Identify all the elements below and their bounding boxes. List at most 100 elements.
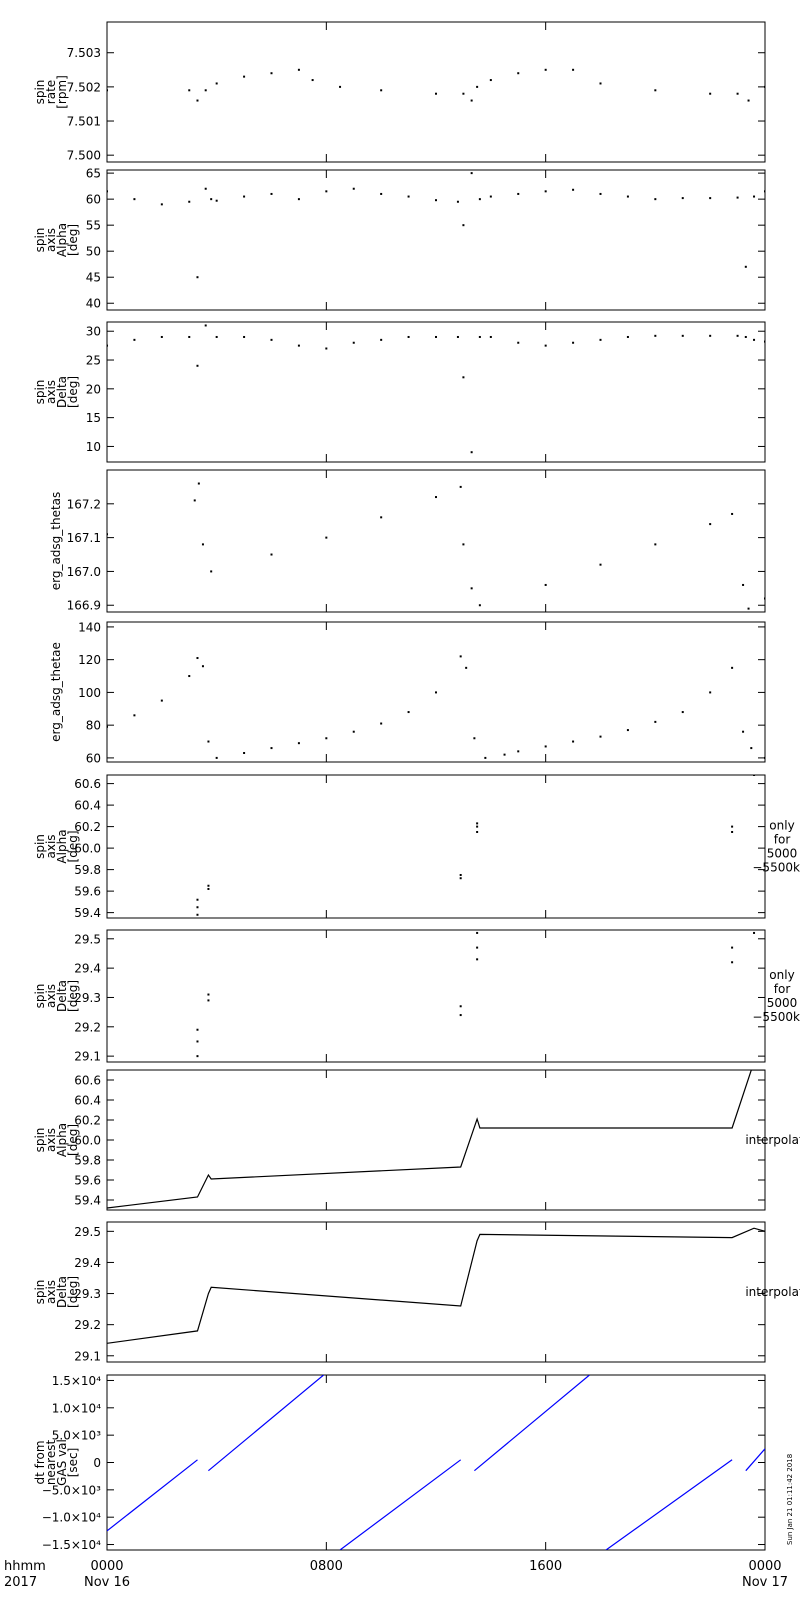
right-note-6-4: −5500km (752, 861, 800, 875)
y-axis-label-10-4: [sec] (66, 1448, 80, 1478)
data-point-5-1-25 (599, 735, 602, 738)
data-point-4-1-21 (764, 597, 765, 600)
data-point-1-1-20 (599, 82, 602, 85)
y-tick-label-3-4: 25 (86, 354, 101, 368)
panel-frame-9 (106, 1221, 766, 1363)
data-point-6-1-5 (207, 884, 210, 887)
data-point-1-1-14 (470, 99, 473, 102)
y-tick-label-6-6: 60.4 (74, 799, 101, 813)
data-point-6-1-13 (753, 775, 756, 776)
panel-frame-3 (106, 321, 766, 463)
y-axis-label-1-1: spin (33, 80, 47, 105)
data-point-1-1-5 (215, 82, 218, 85)
data-point-3-1-29 (736, 334, 739, 337)
y-axis-label-9-3: Delta (55, 1276, 69, 1308)
x-tick-label-2: 0800 (310, 1559, 343, 1574)
y-tick-label-3-1: 10 (86, 440, 101, 454)
y-axis-label-2-1: spin (33, 228, 47, 253)
series-line-10-3 (339, 1459, 462, 1550)
data-point-3-1-28 (709, 334, 712, 337)
right-note-8-1: interpolated (745, 1133, 800, 1147)
data-point-6-1-10 (476, 822, 479, 825)
y-tick-label-8-7: 60.6 (74, 1074, 101, 1088)
data-point-4-1-20 (747, 607, 750, 610)
data-point-4-1-1 (107, 533, 108, 536)
data-point-1-1-8 (297, 68, 300, 71)
y-axis-label-1-3: [rpm] (55, 75, 69, 109)
data-point-6-1-7 (459, 873, 462, 876)
y-tick-label-8-3: 59.8 (74, 1154, 101, 1168)
data-point-5-1-4 (188, 675, 191, 678)
data-point-5-1-27 (654, 720, 657, 723)
data-point-2-1-7 (210, 198, 213, 201)
right-note-7-4: −5500km (752, 1010, 800, 1024)
data-point-7-1-13 (753, 931, 756, 934)
data-point-6-1-3 (196, 898, 199, 901)
y-tick-label-1-2: 7.501 (67, 115, 101, 129)
series-line-8-1 (107, 1070, 765, 1209)
y-tick-label-9-5: 29.5 (74, 1225, 101, 1239)
data-point-5-1-7 (207, 740, 210, 743)
data-point-4-1-2 (193, 499, 196, 502)
data-point-2-1-6 (204, 187, 207, 190)
y-tick-label-8-6: 60.4 (74, 1094, 101, 1108)
data-point-5-1-32 (750, 747, 753, 750)
y-axis-label-10-2: nearest (44, 1440, 58, 1486)
y-axis-label-9-4: [deg] (66, 1276, 80, 1308)
y-tick-label-8-1: 59.4 (74, 1194, 101, 1208)
series-line-10-1 (107, 1459, 198, 1532)
data-point-3-1-10 (297, 344, 300, 347)
data-point-5-1-19 (473, 737, 476, 740)
data-point-7-1-6 (459, 1014, 462, 1017)
data-point-2-1-8 (215, 199, 218, 202)
y-tick-label-5-3: 100 (78, 686, 101, 700)
data-point-3-1-15 (435, 335, 437, 338)
data-point-5-1-9 (243, 751, 246, 754)
y-tick-label-1-3: 7.502 (67, 80, 101, 94)
panel-frame-8 (106, 1069, 766, 1211)
y-axis-label-3-4: [deg] (66, 376, 80, 408)
y-tick-label-3-2: 15 (86, 411, 101, 425)
series-line-10-2 (208, 1375, 324, 1472)
data-point-2-1-12 (325, 190, 328, 193)
y-tick-label-9-3: 29.3 (74, 1287, 101, 1301)
data-point-1-1-3 (196, 99, 199, 102)
y-tick-label-9-4: 29.4 (74, 1256, 101, 1270)
data-point-3-1-19 (478, 335, 481, 338)
y-tick-label-10-3: −5.0×10³ (42, 1483, 101, 1497)
data-point-2-1-15 (407, 195, 410, 198)
data-point-4-1-3 (197, 482, 200, 485)
data-point-6-1-12 (731, 825, 734, 828)
y-tick-label-1-4: 7.503 (67, 46, 101, 60)
y-axis-label-9-1: spin (33, 1280, 47, 1305)
data-point-5-1-18 (465, 666, 468, 669)
data-point-2-1-22 (517, 192, 520, 195)
data-point-3-1-12 (352, 341, 355, 344)
panel-4: 166.9 167.0 167.1 167.2 erg_adsg_thetas (49, 469, 766, 613)
data-point-3-1-27 (681, 334, 684, 337)
y-tick-label-10-6: 1.0×10⁴ (52, 1401, 101, 1415)
data-point-2-1-21 (489, 195, 492, 198)
data-point-6-1-4 (207, 887, 210, 890)
y-axis-label-8-2: axis (44, 1128, 58, 1152)
y-tick-label-6-2: 59.6 (74, 885, 101, 899)
panel-frame-10 (106, 1374, 766, 1551)
data-point-5-1-11 (297, 742, 300, 745)
data-point-5-1-14 (380, 722, 383, 725)
y-axis-label-4-1: erg_adsg_thetas (49, 492, 63, 591)
y-tick-label-6-3: 59.8 (74, 863, 101, 877)
series-line-9-1 (107, 1227, 765, 1344)
data-point-4-1-15 (599, 563, 602, 566)
data-point-2-1-33 (764, 190, 765, 193)
data-point-7-1-11 (731, 961, 734, 964)
data-point-3-1-20 (489, 335, 492, 338)
y-tick-label-8-5: 60.2 (74, 1114, 101, 1128)
data-point-5-1-13 (352, 730, 355, 733)
data-point-3-1-2 (133, 338, 136, 341)
data-point-6-1-11 (731, 830, 734, 833)
y-tick-label-7-2: 29.2 (74, 1020, 101, 1034)
data-point-6-1-2 (196, 906, 199, 909)
